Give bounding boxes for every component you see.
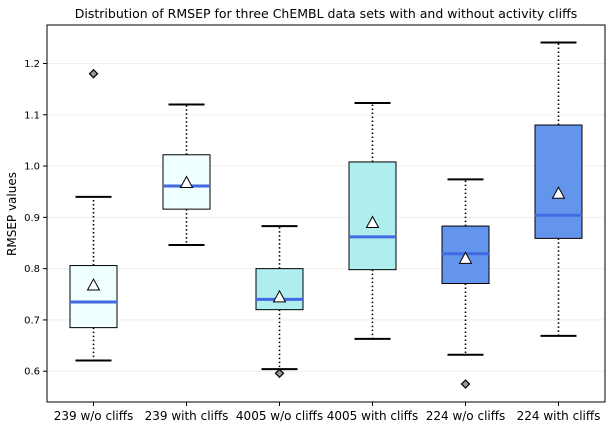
x-tick-label: 4005 w/o cliffs — [236, 409, 323, 423]
box-1 — [69, 68, 118, 362]
mean-marker — [86, 278, 101, 291]
mean-marker — [551, 186, 566, 199]
x-tick-label: 239 with cliffs — [145, 409, 229, 423]
iqr-box — [69, 265, 118, 329]
boxes — [69, 41, 583, 389]
y-tick-label: 1.0 — [24, 162, 40, 173]
y-tick-label: 0.9 — [24, 213, 40, 224]
outlier-marker — [460, 379, 471, 389]
grid-lines — [47, 62, 605, 372]
y-tick-label: 0.7 — [24, 315, 40, 326]
mean-marker — [365, 215, 380, 228]
box-2 — [162, 103, 211, 247]
y-tick-label: 1.2 — [24, 59, 40, 70]
box-3 — [255, 225, 304, 379]
y-tick-label: 0.8 — [24, 264, 40, 275]
outlier-marker — [274, 368, 285, 379]
mean-marker — [179, 175, 194, 188]
box-4 — [348, 101, 397, 340]
chart-title: Distribution of RMSEP for three ChEMBL d… — [75, 6, 577, 21]
mean-marker — [272, 289, 287, 303]
y-tick-label: 0.6 — [24, 367, 40, 378]
x-tick-label: 224 with cliffs — [517, 409, 601, 423]
iqr-box — [534, 124, 583, 239]
y-axis-label: RMSEP values — [5, 172, 19, 256]
box-6 — [534, 41, 583, 337]
x-axis-ticks: 239 w/o cliffs 239 with cliffs 4005 w/o cl… — [54, 402, 601, 423]
x-tick-label: 239 w/o cliffs — [54, 409, 134, 423]
y-tick-label: 1.1 — [24, 110, 40, 121]
y-axis-ticks: 0.6 0.7 0.8 0.9 1.0 1.1 1.2 — [24, 59, 47, 378]
outlier-marker — [88, 68, 99, 79]
plot-frame — [46, 24, 606, 403]
mean-marker — [458, 251, 473, 264]
iqr-box — [255, 268, 304, 311]
x-tick-label: 4005 with cliffs — [327, 409, 418, 423]
box-5 — [441, 178, 490, 389]
x-tick-label: 224 w/o cliffs — [426, 409, 506, 423]
